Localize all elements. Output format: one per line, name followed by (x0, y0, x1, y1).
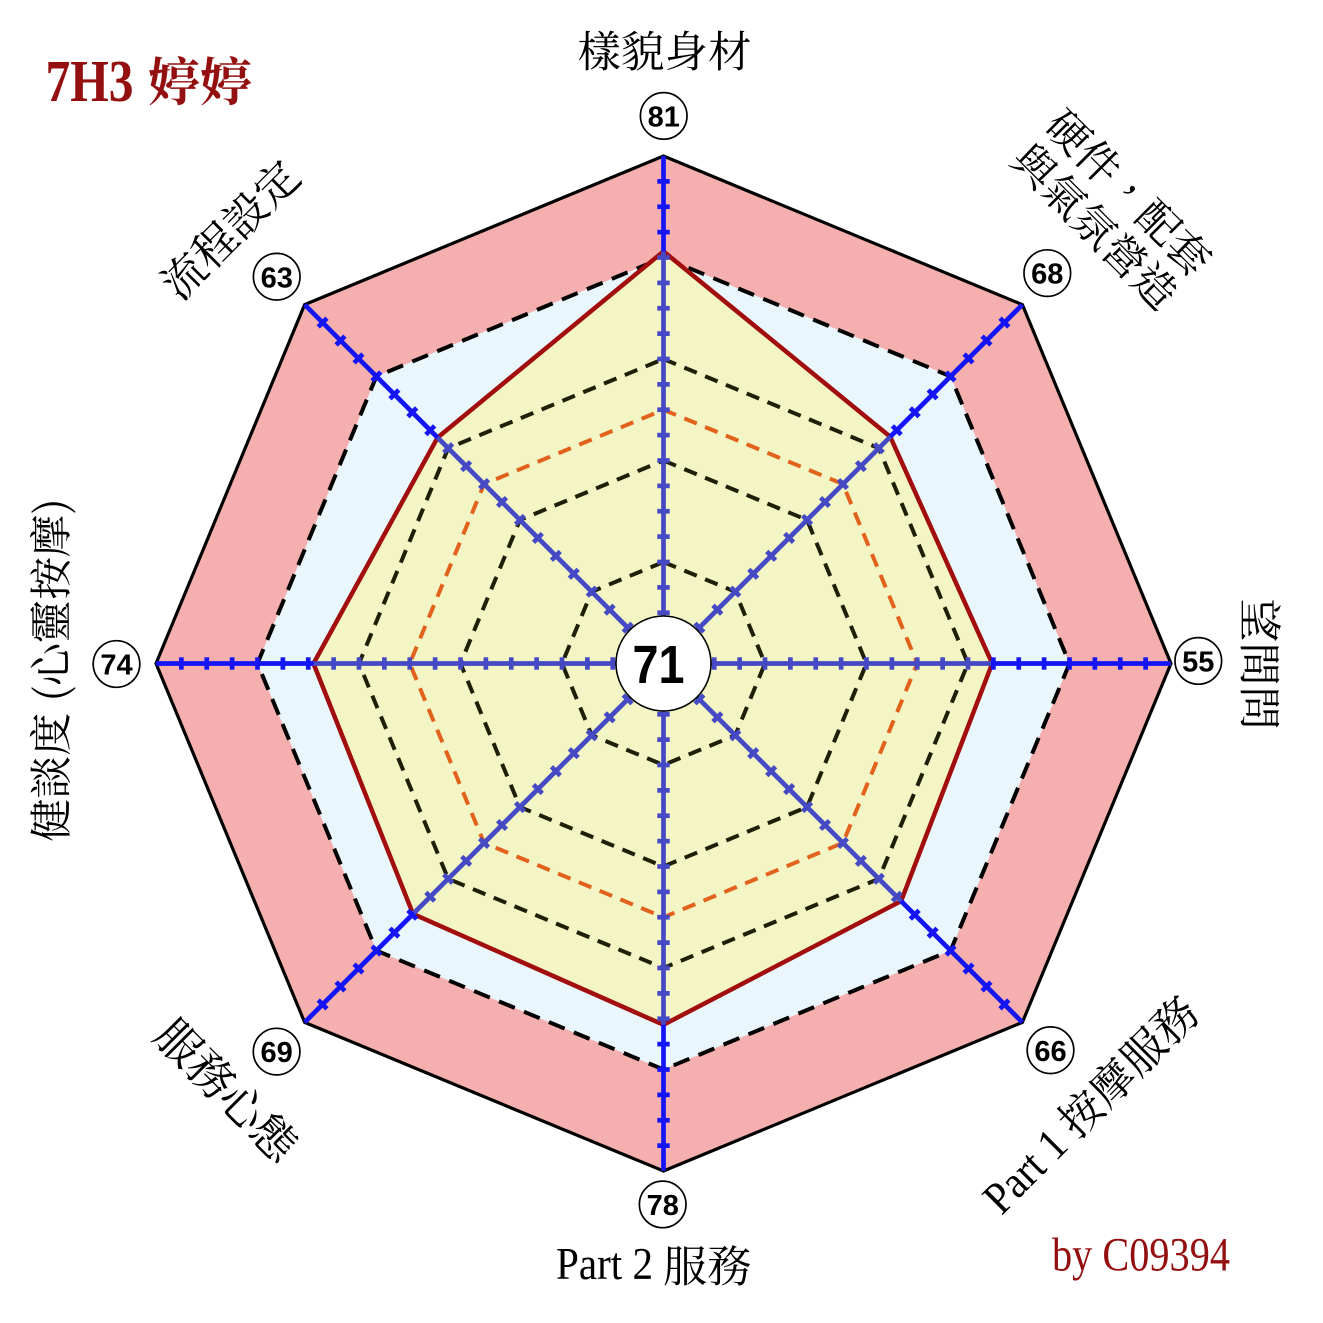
svg-text:by C09394: by C09394 (1052, 1230, 1230, 1282)
svg-text:Part 2: Part 2 (556, 1238, 653, 1289)
svg-text:68: 68 (1031, 259, 1063, 291)
svg-text:78: 78 (647, 1190, 679, 1222)
svg-text:74: 74 (100, 650, 132, 682)
svg-text:81: 81 (648, 102, 680, 134)
svg-text:66: 66 (1034, 1036, 1066, 1068)
svg-text:71: 71 (633, 635, 685, 695)
svg-text:69: 69 (260, 1037, 292, 1069)
svg-text:63: 63 (261, 262, 293, 294)
svg-text:7H3: 7H3 (46, 48, 134, 114)
svg-text:55: 55 (1182, 647, 1214, 679)
